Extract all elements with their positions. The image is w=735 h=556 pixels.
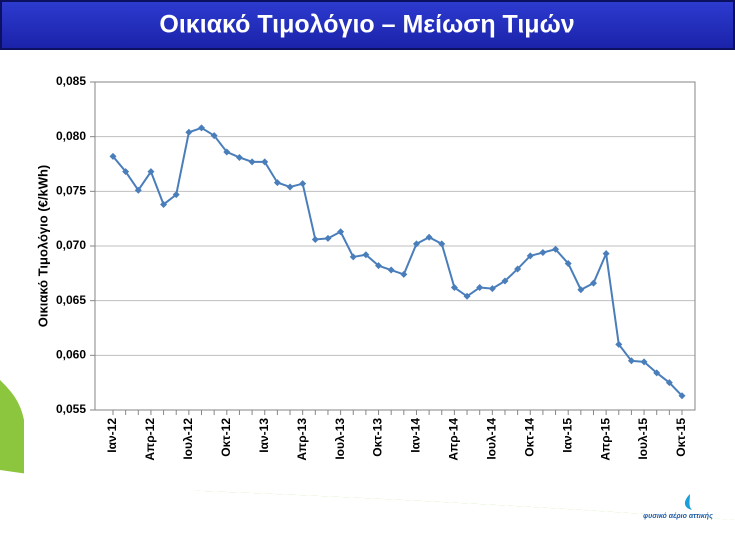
- x-tick-label: Ιαν-15: [560, 418, 574, 453]
- marker: [299, 180, 307, 188]
- x-tick-label: Απρ-15: [598, 418, 612, 461]
- marker: [172, 191, 180, 199]
- marker: [134, 186, 142, 194]
- marker: [375, 262, 383, 270]
- marker: [273, 179, 281, 187]
- marker: [653, 369, 661, 377]
- marker: [514, 265, 522, 273]
- x-tick-label: Ιαν-13: [257, 418, 271, 453]
- marker: [450, 284, 458, 292]
- marker: [198, 124, 206, 132]
- x-tick-label: Οκτ-12: [219, 418, 233, 457]
- marker: [438, 240, 446, 248]
- x-tick-label: Ιουλ-15: [636, 418, 650, 460]
- y-tick-label: 0,075: [56, 184, 86, 198]
- x-tick-label: Απρ-13: [295, 418, 309, 461]
- marker: [627, 357, 635, 365]
- marker: [602, 250, 610, 258]
- logo-text: φυσικό αέριο αττικής: [643, 513, 713, 520]
- marker: [488, 285, 496, 293]
- marker: [223, 148, 231, 156]
- plot: 0,055 0,060 0,065 0,070 0,075 0,080 0,085 Ιαν-1…: [56, 74, 696, 461]
- plot-frame: [94, 81, 696, 411]
- marker: [640, 358, 648, 366]
- x-tick-label: Οκτ-15: [674, 418, 688, 457]
- marker: [577, 286, 585, 294]
- marker: [387, 266, 395, 274]
- logo-flame: [684, 494, 692, 510]
- x-tick-label: Οκτ-14: [522, 418, 536, 457]
- y-tick-label: 0,055: [56, 402, 86, 416]
- marker: [248, 158, 256, 166]
- marker: [147, 168, 155, 176]
- marker: [589, 279, 597, 287]
- marker: [564, 259, 572, 267]
- marker: [678, 392, 686, 400]
- marker: [185, 128, 193, 136]
- y-tick-label: 0,060: [56, 348, 86, 362]
- y-tick-label: 0,080: [56, 129, 86, 143]
- title-bar: [0, 0, 735, 50]
- marker: [400, 270, 408, 278]
- y-tick-label: 0,070: [56, 238, 86, 252]
- x-tick-label: Απρ-12: [143, 418, 157, 461]
- marker: [425, 233, 433, 241]
- marker: [665, 379, 673, 387]
- marker: [210, 132, 218, 140]
- slide-title: Οικιακό Τιμολόγιο – Μείωση Τιμών: [159, 11, 574, 39]
- x-tick-label: Ιαν-14: [409, 418, 423, 453]
- logo-box: [648, 492, 708, 526]
- x-tick-label: Οκτ-13: [371, 418, 385, 457]
- marker: [463, 292, 471, 300]
- marker: [362, 251, 370, 259]
- marker: [476, 284, 484, 292]
- x-tick-label: Ιουλ-14: [485, 418, 499, 460]
- marker: [526, 252, 534, 260]
- y-axis-label: Οικιακό Τιμολόγιο (€/kWh): [35, 165, 50, 328]
- marker: [261, 158, 269, 166]
- marker: [311, 235, 319, 243]
- marker: [160, 200, 168, 208]
- marker: [552, 245, 560, 253]
- line: [112, 126, 683, 397]
- y-tick-label: 0,085: [56, 74, 86, 88]
- bottom-band: [0, 470, 735, 551]
- marker: [412, 240, 420, 248]
- y-tick-label: 0,065: [56, 293, 86, 307]
- x-tick-label: Ιαν-12: [105, 418, 119, 453]
- marker: [615, 340, 623, 348]
- x-tick-label: Ιουλ-13: [333, 418, 347, 460]
- marker: [286, 183, 294, 191]
- marker: [501, 277, 509, 285]
- marker: [324, 234, 332, 242]
- x-tick-label: Ιουλ-12: [181, 418, 195, 460]
- x-tick-label: Απρ-14: [447, 418, 461, 461]
- marker: [539, 249, 547, 257]
- marker: [122, 168, 130, 176]
- marker: [337, 228, 345, 236]
- marker: [109, 152, 117, 160]
- marker: [349, 253, 357, 261]
- marker: [235, 153, 243, 161]
